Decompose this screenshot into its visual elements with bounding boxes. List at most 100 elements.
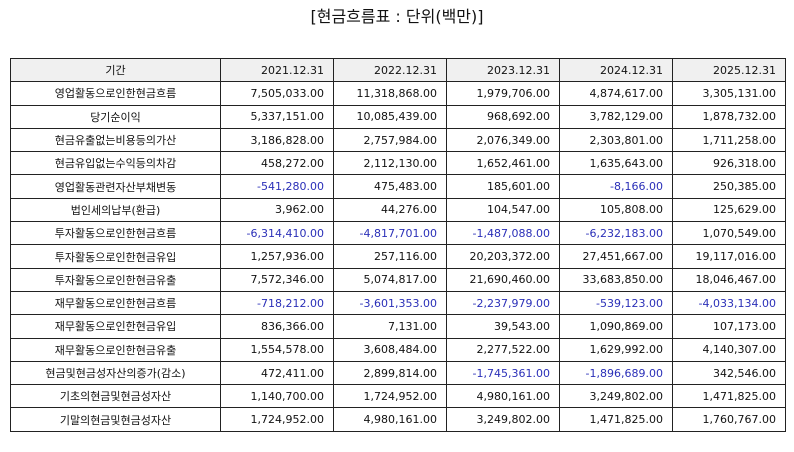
table-cell-value: 1,140,700.00 (220, 384, 334, 409)
table-cell-value: 475,483.00 (333, 174, 447, 199)
table-row: 투자활동으로인한현금흐름 -6,314,410.00 -4,817,701.00 -1… (10, 221, 786, 246)
table-cell-value: 836,366.00 (220, 314, 334, 339)
table-row: 현금및현금성자산의증가(감소) 472,411.00 2,899,814.00 -1,… (10, 360, 786, 386)
table-cell-value: 1,878,732.00 (672, 104, 786, 129)
table-cell-value: 250,385.00 (672, 174, 786, 199)
table-cell-value: -6,314,410.00 (220, 221, 334, 246)
table-cell-value: 4,980,161.00 (446, 384, 560, 409)
column-header-year: 2023.12.31 (446, 57, 560, 83)
row-label: 재무활동으로인한현금유출 (10, 337, 221, 362)
table-cell-value: 125,629.00 (672, 197, 786, 223)
table-cell-value: 968,692.00 (446, 104, 560, 129)
table-row: 법인세의납부(환급) 3,962.00 44,276.00 104,547.00 105… (10, 197, 786, 223)
table-cell-value: -1,487,088.00 (446, 221, 560, 246)
table-cell-value: 3,962.00 (220, 197, 334, 223)
table-body: 영업활동으로인한현금흐름 7,505,033.00 11,318,868.00 1,9… (10, 81, 786, 432)
table-cell-value: 342,546.00 (672, 360, 786, 386)
table-cell-value: -1,745,361.00 (446, 360, 560, 386)
cash-flow-table: 기간 2021.12.31 2022.12.31 2023.12.31 2024… (10, 57, 786, 432)
table-cell-value: 11,318,868.00 (333, 81, 447, 106)
table-cell-value: 105,808.00 (559, 197, 673, 223)
table-cell-value: 3,249,802.00 (559, 384, 673, 409)
row-label: 현금유입없는수익등의차감 (10, 151, 221, 176)
table-cell-value: 2,112,130.00 (333, 151, 447, 176)
table-cell-value: 472,411.00 (220, 360, 334, 386)
table-cell-value: -2,237,979.00 (446, 290, 560, 316)
table-cell-value: -6,232,183.00 (559, 221, 673, 246)
row-label: 당기순이익 (10, 104, 221, 129)
table-cell-value: -4,817,701.00 (333, 221, 447, 246)
table-cell-value: 1,070,549.00 (672, 221, 786, 246)
table-cell-value: 4,980,161.00 (333, 407, 447, 432)
table-cell-value: 2,899,814.00 (333, 360, 447, 386)
table-row: 재무활동으로인한현금유출 1,554,578.00 3,608,484.00 2,27… (10, 337, 786, 362)
table-cell-value: 104,547.00 (446, 197, 560, 223)
table-cell-value: 5,074,817.00 (333, 267, 447, 292)
row-label: 투자활동으로인한현금유출 (10, 267, 221, 292)
row-label: 법인세의납부(환급) (10, 197, 221, 223)
row-label: 현금유출없는비용등의가산 (10, 127, 221, 153)
table-cell-value: 4,874,617.00 (559, 81, 673, 106)
table-cell-value: 19,117,016.00 (672, 244, 786, 269)
table-cell-value: 2,076,349.00 (446, 127, 560, 153)
table-cell-value: 926,318.00 (672, 151, 786, 176)
table-cell-value: 7,131.00 (333, 314, 447, 339)
row-label: 영업활동관련자산부채변동 (10, 174, 221, 199)
row-label: 재무활동으로인한현금흐름 (10, 290, 221, 316)
table-cell-value: 1,629,992.00 (559, 337, 673, 362)
column-header-period: 기간 (10, 57, 221, 83)
table-row: 기말의현금및현금성자산 1,724,952.00 4,980,161.00 3,249… (10, 407, 786, 432)
table-cell-value: 2,303,801.00 (559, 127, 673, 153)
table-row: 투자활동으로인한현금유입 1,257,936.00 257,116.00 20,203… (10, 244, 786, 269)
table-cell-value: -718,212.00 (220, 290, 334, 316)
table-cell-value: 458,272.00 (220, 151, 334, 176)
table-cell-value: 33,683,850.00 (559, 267, 673, 292)
table-cell-value: 1,554,578.00 (220, 337, 334, 362)
table-cell-value: 185,601.00 (446, 174, 560, 199)
table-header-row: 기간 2021.12.31 2022.12.31 2023.12.31 2024… (10, 57, 786, 83)
table-cell-value: 1,471,825.00 (559, 407, 673, 432)
table-cell-value: 18,046,467.00 (672, 267, 786, 292)
row-label: 재무활동으로인한현금유입 (10, 314, 221, 339)
table-cell-value: 1,760,767.00 (672, 407, 786, 432)
table-cell-value: -541,280.00 (220, 174, 334, 199)
row-label: 현금및현금성자산의증가(감소) (10, 360, 221, 386)
row-label: 투자활동으로인한현금유입 (10, 244, 221, 269)
table-cell-value: 1,471,825.00 (672, 384, 786, 409)
table-cell-value: 1,090,869.00 (559, 314, 673, 339)
table-cell-value: -4,033,134.00 (672, 290, 786, 316)
table-cell-value: 3,249,802.00 (446, 407, 560, 432)
table-cell-value: 39,543.00 (446, 314, 560, 339)
table-cell-value: 1,652,461.00 (446, 151, 560, 176)
table-cell-value: 3,782,129.00 (559, 104, 673, 129)
table-row: 투자활동으로인한현금유출 7,572,346.00 5,074,817.00 21,6… (10, 267, 786, 292)
column-header-year: 2022.12.31 (333, 57, 447, 83)
table-cell-value: 20,203,372.00 (446, 244, 560, 269)
table-cell-value: 1,724,952.00 (333, 384, 447, 409)
table-cell-value: 2,757,984.00 (333, 127, 447, 153)
table-cell-value: -1,896,689.00 (559, 360, 673, 386)
table-cell-value: 1,257,936.00 (220, 244, 334, 269)
table-cell-value: 44,276.00 (333, 197, 447, 223)
table-row: 재무활동으로인한현금유입 836,366.00 7,131.00 39,543.00 1… (10, 314, 786, 339)
table-row: 영업활동관련자산부채변동 -541,280.00 475,483.00 185,601… (10, 174, 786, 199)
row-label: 영업활동으로인한현금흐름 (10, 81, 221, 106)
table-cell-value: 7,572,346.00 (220, 267, 334, 292)
table-cell-value: 1,979,706.00 (446, 81, 560, 106)
table-row: 기초의현금및현금성자산 1,140,700.00 1,724,952.00 4,980… (10, 384, 786, 409)
column-header-year: 2024.12.31 (559, 57, 673, 83)
row-label: 기초의현금및현금성자산 (10, 384, 221, 409)
table-cell-value: 257,116.00 (333, 244, 447, 269)
table-row: 현금유출없는비용등의가산 3,186,828.00 2,757,984.00 2,07… (10, 127, 786, 153)
row-label: 기말의현금및현금성자산 (10, 407, 221, 432)
column-header-year: 2025.12.31 (672, 57, 786, 83)
table-cell-value: -539,123.00 (559, 290, 673, 316)
page-title: [현금흐름표 : 단위(백만)] (310, 7, 484, 26)
table-cell-value: 1,635,643.00 (559, 151, 673, 176)
column-header-year: 2021.12.31 (220, 57, 334, 83)
table-row: 영업활동으로인한현금흐름 7,505,033.00 11,318,868.00 1,9… (10, 81, 786, 106)
table-cell-value: 1,724,952.00 (220, 407, 334, 432)
row-label: 투자활동으로인한현금흐름 (10, 221, 221, 246)
table-cell-value: -8,166.00 (559, 174, 673, 199)
table-cell-value: 2,277,522.00 (446, 337, 560, 362)
